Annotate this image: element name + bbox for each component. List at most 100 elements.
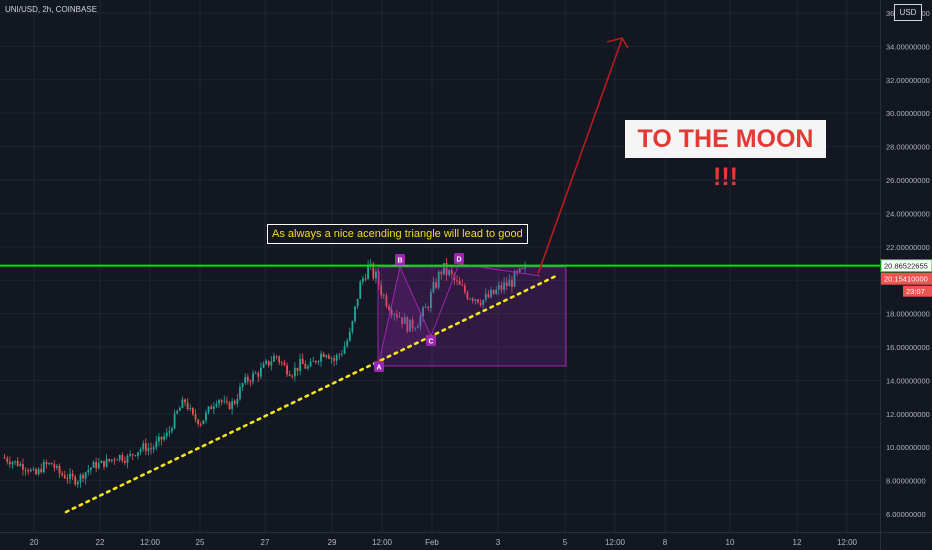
candle-body <box>393 314 396 315</box>
candle-body <box>165 432 168 437</box>
candle-body <box>524 266 526 269</box>
candle-body <box>181 399 184 408</box>
candle-body <box>390 309 393 315</box>
candle-body <box>50 463 53 465</box>
drawing-overlay: A B C D <box>0 37 880 514</box>
support-trendline <box>64 273 560 514</box>
candle-body <box>207 406 210 413</box>
candle-body <box>155 441 158 448</box>
candle-body <box>296 367 299 371</box>
candle-body <box>487 293 490 298</box>
candle-body <box>244 376 247 384</box>
candle-body <box>259 367 262 377</box>
x-tick-label: 8 <box>663 538 668 547</box>
candle-body <box>356 298 359 307</box>
pattern-point-label: C <box>428 339 433 346</box>
candle-body <box>8 461 11 465</box>
pattern-point-badge <box>395 254 405 265</box>
candle-body <box>191 408 194 415</box>
candle-body <box>440 271 443 275</box>
candle-body <box>463 285 466 293</box>
candle-body <box>448 270 451 276</box>
candle-body <box>359 281 362 299</box>
x-tick-label: 10 <box>726 538 735 547</box>
candle-body <box>124 460 126 463</box>
candle-body <box>341 353 343 355</box>
candle-body <box>346 340 349 347</box>
candle-body <box>503 282 505 290</box>
candle-body <box>497 285 500 290</box>
candle-body <box>58 465 61 474</box>
candle-body <box>477 299 479 303</box>
candle-body <box>382 295 385 297</box>
candle-body <box>521 268 524 270</box>
moon-label[interactable]: TO THE MOON !!! <box>625 120 826 191</box>
candle-body <box>432 282 435 293</box>
candle-body <box>307 366 309 369</box>
triangle-note[interactable]: As always a nice acending triangle will … <box>267 224 528 244</box>
moon-arrow-head <box>606 37 629 49</box>
candle-body <box>513 271 516 287</box>
y-tick-label: 8.00000000 <box>886 477 926 486</box>
candle-body <box>450 270 453 275</box>
candle-body <box>338 354 341 356</box>
candle-body <box>327 355 330 359</box>
candle-body <box>314 360 317 363</box>
candle-body <box>87 470 90 473</box>
candle-body <box>267 360 270 366</box>
candle-body <box>236 399 239 404</box>
candle-body <box>152 447 155 450</box>
candle-body <box>424 307 427 309</box>
candle-body <box>95 461 98 469</box>
candle-body <box>471 298 474 301</box>
candle-body <box>299 358 302 371</box>
current-price-tag-text: 20.86522655 <box>884 262 928 271</box>
candle-body <box>505 282 508 287</box>
candle-body <box>254 373 257 374</box>
x-tick-label: 3 <box>496 538 501 547</box>
y-tick-label: 26.00000000 <box>886 176 930 185</box>
candle-body <box>293 367 296 377</box>
candle-body <box>61 473 64 476</box>
candle-body <box>150 448 152 450</box>
candle-body <box>40 468 43 473</box>
candle-body <box>63 475 66 479</box>
candle-body <box>171 428 173 432</box>
candle-body <box>361 278 364 282</box>
candle-body <box>354 306 356 322</box>
time-axis: 20 22 12:00 25 27 29 12:00 Feb 3 5 12:00 8 10 12 12:00 <box>0 532 932 547</box>
candle-body <box>377 271 380 286</box>
candle-body <box>186 402 189 410</box>
candle-body <box>309 361 312 367</box>
candle-body <box>241 383 244 387</box>
y-tick-label: 30.00000000 <box>886 109 930 118</box>
candle-body <box>168 431 171 433</box>
candle-body <box>118 454 121 460</box>
candle-body <box>406 317 409 332</box>
currency-button[interactable]: USD <box>894 4 922 21</box>
candle-body <box>223 401 226 402</box>
candle-body <box>508 279 511 287</box>
candle-body <box>210 406 213 410</box>
y-tick-label: 18.00000000 <box>886 310 930 319</box>
candle-body <box>139 449 142 453</box>
candle-body <box>422 307 424 317</box>
x-tick-label: 12 <box>793 538 802 547</box>
y-tick-label: 28.00000000 <box>886 143 930 152</box>
candle-body <box>500 285 503 290</box>
candle-body <box>184 399 186 403</box>
candle-body <box>395 314 398 317</box>
candle-body <box>131 453 134 456</box>
candle-body <box>262 363 265 368</box>
candle-body <box>286 365 288 375</box>
candle-body <box>385 295 388 307</box>
pattern-point-label: D <box>456 257 461 264</box>
candle-body <box>233 401 236 404</box>
candle-body <box>74 476 77 485</box>
candle-body <box>437 271 440 288</box>
candle-body <box>322 353 325 357</box>
candle-body <box>490 289 492 298</box>
candle-body <box>367 264 369 280</box>
candle-body <box>273 356 275 362</box>
